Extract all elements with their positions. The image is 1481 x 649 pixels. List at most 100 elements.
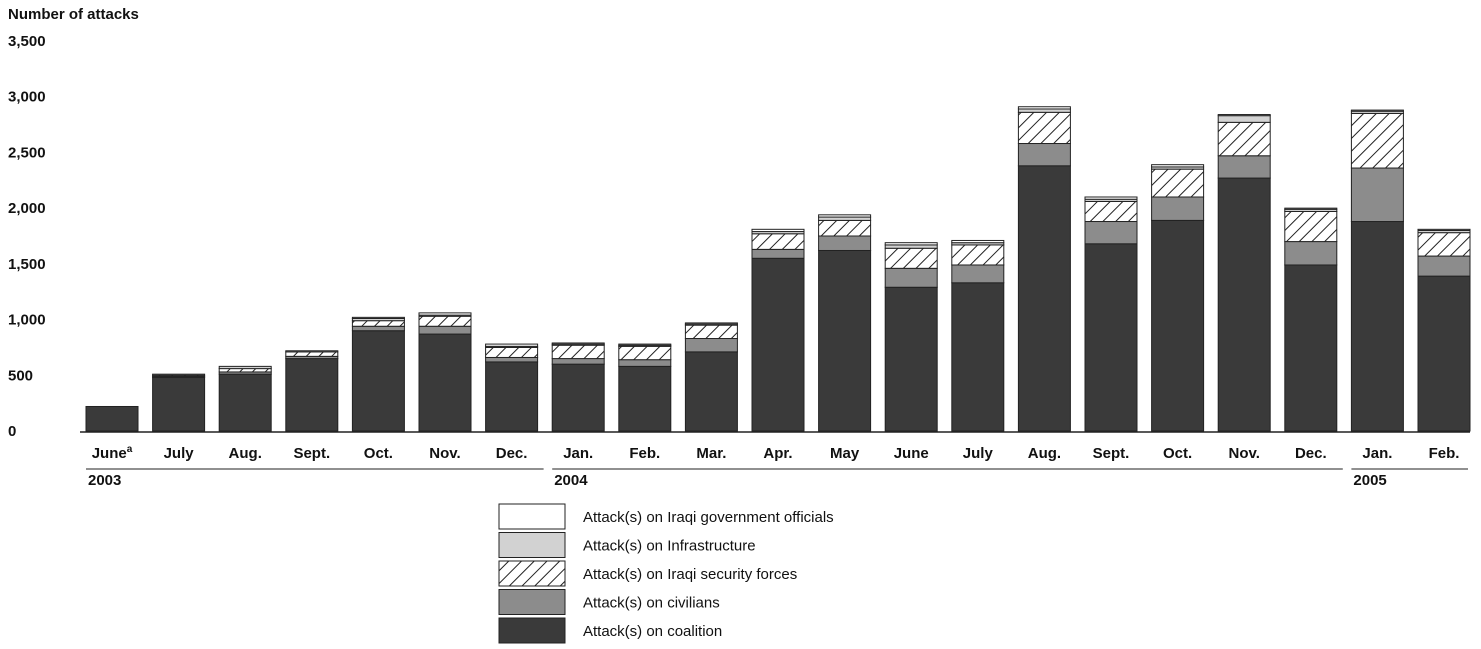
- bar-segment: [1417, 228, 1471, 231]
- bar-segment: [351, 320, 405, 327]
- bar-segment: [884, 242, 938, 246]
- bar-segment: [684, 324, 738, 340]
- bar-segment: [551, 363, 605, 432]
- legend-label: Attack(s) on Infrastructure: [583, 538, 756, 555]
- x-tick-label: Aug.: [1028, 445, 1061, 462]
- bar-segment: [485, 346, 539, 358]
- year-label: 2005: [1353, 472, 1386, 489]
- year-label: 2004: [554, 472, 588, 489]
- bar-segment: [1350, 109, 1404, 112]
- y-tick-label: 0: [8, 423, 16, 440]
- bar-segment: [1284, 207, 1338, 210]
- bar-segment: [618, 343, 672, 346]
- legend-label: Attack(s) on coalition: [583, 623, 722, 640]
- bar-segment: [285, 350, 339, 353]
- x-tick-label: Junea: [92, 444, 133, 462]
- bar-segment: [1017, 165, 1071, 432]
- bar-segment: [1217, 177, 1271, 432]
- bar-segment: [1350, 112, 1404, 169]
- bar-segment: [951, 282, 1005, 432]
- bar-segment: [618, 365, 672, 432]
- bar-segment: [951, 264, 1005, 284]
- bar-segment: [485, 356, 539, 363]
- bar-segment: [1350, 167, 1404, 223]
- x-tick-label: Dec.: [1295, 445, 1327, 462]
- bar-segment: [1417, 275, 1471, 432]
- bar-segment: [818, 249, 872, 432]
- legend-swatch: [498, 532, 566, 558]
- x-tick-label: Nov.: [429, 445, 460, 462]
- bar-segment: [418, 325, 472, 335]
- y-axis-ticks: 0 500 1,000 1,500 2,000 2,500 3,000 3,500: [8, 33, 46, 440]
- bar-segment: [951, 239, 1005, 244]
- x-tick-label: Aug.: [229, 445, 262, 462]
- bar-segment: [1017, 106, 1071, 110]
- x-tick-label: Dec.: [496, 445, 528, 462]
- bar-segment: [818, 219, 872, 237]
- bar-segment: [1217, 115, 1271, 123]
- bar-segment: [1084, 243, 1138, 432]
- y-tick-label: 500: [8, 367, 33, 384]
- bar-segment: [551, 358, 605, 365]
- x-tick-label: Jan.: [563, 445, 593, 462]
- bar-segment: [152, 373, 206, 376]
- bar-segment: [1284, 241, 1338, 266]
- x-axis-ticks: Junea July Aug. Sept. Oct. Nov. Dec. Jan. Feb. Ma…: [92, 444, 1460, 462]
- bar-segment: [85, 405, 139, 432]
- legend-swatch: [498, 503, 566, 530]
- bar-segment: [884, 267, 938, 288]
- legend-swatch: [498, 589, 566, 615]
- bar-segment: [218, 365, 272, 370]
- bar-segment: [1084, 200, 1138, 223]
- bar-segment: [951, 244, 1005, 266]
- bar-segment: [351, 316, 405, 319]
- legend-label: Attack(s) on Iraqi security forces: [583, 566, 797, 583]
- bar-segment: [684, 351, 738, 432]
- bar-segment: [1151, 164, 1205, 168]
- bar-segment: [1151, 196, 1205, 221]
- bar-segment: [285, 358, 339, 432]
- bar-segment: [1217, 114, 1271, 117]
- bar-segment: [1151, 219, 1205, 432]
- x-tick-label: Oct.: [1163, 445, 1192, 462]
- y-tick-label: 1,000: [8, 312, 46, 329]
- x-tick-label: Apr.: [763, 445, 792, 462]
- bar-segment: [1284, 264, 1338, 432]
- bar-segment: [351, 330, 405, 432]
- bar-segment: [618, 345, 672, 361]
- x-tick-label: Jan.: [1362, 445, 1392, 462]
- bar-segment: [418, 312, 472, 316]
- footnote-marker: a: [127, 444, 133, 455]
- legend-label: Attack(s) on Iraqi government officials: [583, 509, 834, 526]
- bar-segment: [152, 377, 206, 432]
- bar-segment: [751, 228, 805, 233]
- x-tick-label: Feb.: [1429, 445, 1460, 462]
- bar-segment: [1017, 108, 1071, 113]
- bar-segment: [485, 343, 539, 347]
- bar-segment: [684, 338, 738, 353]
- y-tick-label: 2,500: [8, 144, 46, 161]
- legend-swatch: [498, 617, 566, 644]
- y-tick-label: 1,500: [8, 256, 46, 273]
- bar-segment: [751, 257, 805, 432]
- bar-segment: [818, 216, 872, 221]
- bar-segment: [751, 248, 805, 259]
- bar-segment: [1084, 196, 1138, 200]
- bar-segment: [485, 361, 539, 432]
- year-label: 2003: [88, 472, 121, 489]
- x-tick-label: Feb.: [629, 445, 660, 462]
- bar-segment: [884, 247, 938, 269]
- bar-segment: [351, 325, 405, 332]
- bar-segment: [551, 344, 605, 360]
- x-tick-label: June: [894, 445, 929, 462]
- bar-segment: [1151, 168, 1205, 198]
- x-tick-label: May: [830, 445, 860, 462]
- x-tick-label: Sept.: [293, 445, 330, 462]
- bar-segment: [1417, 232, 1471, 257]
- bar-segment: [884, 244, 938, 249]
- y-tick-label: 3,500: [8, 33, 46, 50]
- bar-segment: [684, 322, 738, 325]
- bar-segment: [218, 368, 272, 373]
- bar-segment: [1417, 255, 1471, 277]
